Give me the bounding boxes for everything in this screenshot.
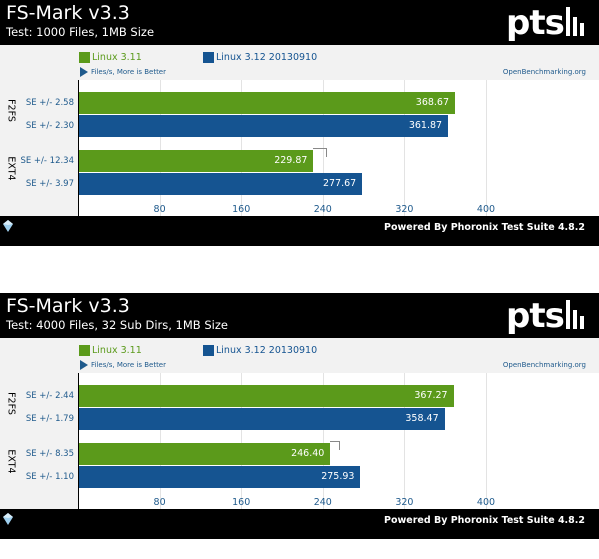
se-label: SE +/- 8.35 bbox=[25, 449, 74, 459]
x-tick-label: 80 bbox=[153, 204, 166, 215]
pts-logo: pts bbox=[506, 296, 584, 334]
legend-label-linux312: Linux 3.12 20130910 bbox=[216, 52, 318, 63]
svg-text:pts: pts bbox=[506, 296, 564, 334]
arrow-right-icon bbox=[80, 67, 88, 77]
chart-header: FS-Mark v3.3 Test: 4000 Files, 32 Sub Di… bbox=[0, 293, 599, 338]
gridline bbox=[404, 373, 406, 509]
x-tick-label: 320 bbox=[395, 204, 414, 215]
legend-label-linux311: Linux 3.11 bbox=[92, 52, 142, 63]
gridline bbox=[404, 80, 406, 216]
units-note: Files/s, More is Better bbox=[91, 361, 166, 369]
units-note: Files/s, More is Better bbox=[91, 68, 166, 76]
bar: 367.27 bbox=[79, 385, 454, 407]
pts-logo: pts bbox=[506, 3, 584, 41]
footnote: 1. (CC) gcc options: -static bbox=[6, 529, 119, 539]
chart-title: FS-Mark v3.3 bbox=[6, 2, 130, 24]
bar-value-label: 229.87 bbox=[274, 155, 308, 166]
legend-swatch-linux312 bbox=[203, 345, 214, 356]
x-tick-label: 160 bbox=[232, 204, 251, 215]
footer-bar: Powered By Phoronix Test Suite 4.8.2 bbox=[0, 509, 599, 539]
bar-value-label: 246.40 bbox=[291, 448, 325, 459]
gem-icon bbox=[3, 513, 13, 525]
plot-area: Linux 3.11 Linux 3.12 20130910 Files/s, … bbox=[0, 338, 599, 509]
x-tick-label: 320 bbox=[395, 497, 414, 508]
gridline bbox=[241, 80, 243, 216]
y-axis-line bbox=[78, 80, 79, 216]
se-label: SE +/- 2.44 bbox=[25, 391, 74, 401]
svg-text:pts: pts bbox=[506, 3, 564, 41]
y-axis-line bbox=[78, 373, 79, 509]
powered-by-text: Powered By Phoronix Test Suite 4.8.2 bbox=[384, 222, 585, 233]
footnote: 1. (CC) gcc options: -static bbox=[6, 236, 119, 246]
chart-subtitle: Test: 4000 Files, 32 Sub Dirs, 1MB Size bbox=[6, 318, 228, 332]
site-label: OpenBenchmarking.org bbox=[502, 361, 586, 369]
bar: 368.67 bbox=[79, 92, 456, 114]
bar: 229.87 bbox=[79, 150, 314, 172]
chart-subtitle: Test: 1000 Files, 1MB Size bbox=[6, 25, 155, 39]
error-bar bbox=[313, 148, 328, 157]
legend-swatch-linux311 bbox=[79, 52, 90, 63]
legend-swatch-linux312 bbox=[203, 52, 214, 63]
gridline bbox=[486, 80, 487, 216]
se-label: SE +/- 2.58 bbox=[25, 98, 74, 108]
chart-header: FS-Mark v3.3 Test: 1000 Files, 1MB Size … bbox=[0, 0, 599, 45]
arrow-right-icon bbox=[80, 360, 88, 370]
bar: 275.93 bbox=[79, 466, 361, 488]
chart-panel-1: FS-Mark v3.3 Test: 1000 Files, 1MB Size … bbox=[0, 0, 599, 246]
error-bar bbox=[330, 441, 340, 450]
se-label: SE +/- 1.79 bbox=[25, 414, 74, 424]
gridline bbox=[486, 373, 487, 509]
chart-title: FS-Mark v3.3 bbox=[6, 295, 130, 317]
bar-value-label: 367.27 bbox=[414, 390, 448, 401]
bar-value-label: 368.67 bbox=[415, 97, 450, 108]
site-label: OpenBenchmarking.org bbox=[502, 68, 586, 76]
bar: 361.87 bbox=[79, 115, 449, 137]
plot-area: Linux 3.11 Linux 3.12 20130910 Files/s, … bbox=[0, 45, 599, 216]
gridline bbox=[322, 373, 324, 509]
bar-value-label: 361.87 bbox=[408, 120, 443, 131]
x-tick-label: 240 bbox=[313, 497, 332, 508]
legend-label-linux311: Linux 3.11 bbox=[92, 345, 142, 356]
chart-panel-2: FS-Mark v3.3 Test: 4000 Files, 32 Sub Di… bbox=[0, 293, 599, 559]
bar-value-label: 277.67 bbox=[322, 178, 357, 189]
bar: 358.47 bbox=[79, 408, 445, 430]
footer-bar: Powered By Phoronix Test Suite 4.8.2 bbox=[0, 216, 599, 246]
x-tick-label: 400 bbox=[476, 497, 496, 508]
powered-by-text: Powered By Phoronix Test Suite 4.8.2 bbox=[384, 515, 585, 526]
x-tick-label: 80 bbox=[153, 497, 166, 508]
gem-icon bbox=[3, 220, 13, 232]
bar: 277.67 bbox=[79, 173, 363, 195]
bar-value-label: 358.47 bbox=[405, 413, 439, 424]
legend-label-linux312: Linux 3.12 20130910 bbox=[216, 345, 318, 356]
gridline bbox=[159, 80, 161, 216]
x-tick-label: 240 bbox=[313, 204, 332, 215]
x-tick-label: 400 bbox=[476, 204, 496, 215]
bar-value-label: 275.93 bbox=[321, 471, 355, 482]
bar: 246.40 bbox=[79, 443, 331, 465]
se-label: SE +/- 12.34 bbox=[20, 156, 74, 166]
se-label: SE +/- 3.97 bbox=[25, 179, 74, 189]
x-tick-label: 160 bbox=[232, 497, 251, 508]
se-label: SE +/- 2.30 bbox=[25, 121, 74, 131]
gridline bbox=[241, 373, 243, 509]
gridline bbox=[159, 373, 161, 509]
legend-swatch-linux311 bbox=[79, 345, 90, 356]
se-label: SE +/- 1.10 bbox=[25, 472, 74, 482]
